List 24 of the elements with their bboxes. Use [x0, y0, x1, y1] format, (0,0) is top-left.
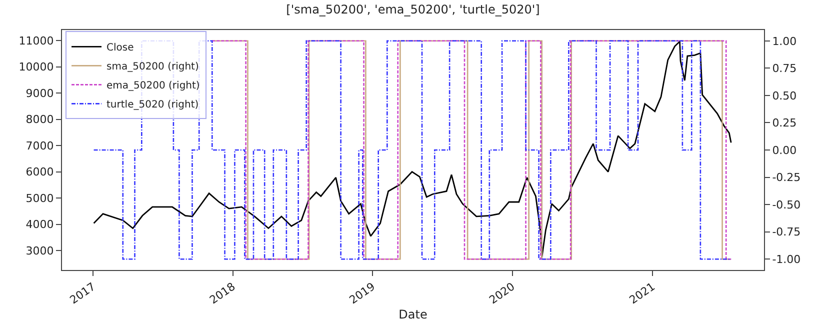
legend-label: turtle_5020 (right): [106, 100, 199, 111]
y-tick-label: 6000: [26, 166, 54, 179]
y2-tick-label: 0.00: [772, 144, 797, 157]
y-tick-label: 9000: [26, 86, 54, 100]
y2-tick-label: -0.50: [772, 198, 801, 212]
legend-label: sma_50200 (right): [106, 62, 199, 73]
y-tick-label: 4000: [26, 218, 54, 232]
legend-label: ema_50200 (right): [106, 80, 200, 92]
y-tick-label: 8000: [26, 113, 54, 126]
y-tick-label: 7000: [26, 139, 54, 152]
y2-tick-label: 0.25: [772, 116, 797, 130]
y2-tick-label: 0.75: [772, 62, 797, 76]
y2-tick-label: 1.00: [772, 34, 797, 48]
y-tick-label: 11000: [18, 34, 54, 48]
y2-tick-label: -1.00: [772, 252, 801, 266]
chart-title: ['sma_50200', 'ema_50200', 'turtle_5020']: [286, 2, 540, 16]
legend-label: Close: [106, 42, 134, 54]
y-tick-label: 3000: [26, 244, 54, 258]
y2-tick-label: 0.50: [772, 89, 797, 102]
y-tick-label: 5000: [26, 192, 54, 205]
x-axis-title: Date: [398, 308, 428, 322]
y2-tick-label: -0.25: [772, 171, 801, 184]
y-tick-label: 10000: [18, 60, 54, 74]
y2-tick-label: -0.75: [772, 226, 801, 239]
